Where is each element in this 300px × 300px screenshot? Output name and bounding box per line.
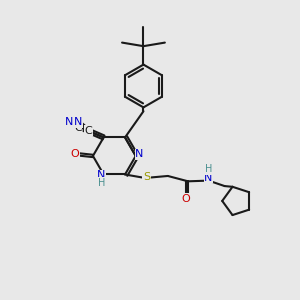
Text: N: N: [135, 149, 143, 160]
Text: O: O: [71, 149, 80, 160]
Text: N: N: [74, 117, 82, 127]
Text: N: N: [204, 173, 212, 183]
Text: N: N: [97, 170, 105, 180]
Text: O: O: [181, 194, 190, 204]
Text: H: H: [98, 178, 105, 188]
Text: C: C: [84, 126, 92, 136]
Text: C: C: [74, 124, 82, 134]
Text: N: N: [65, 117, 73, 127]
Text: S: S: [143, 172, 150, 182]
Text: H: H: [205, 164, 212, 174]
